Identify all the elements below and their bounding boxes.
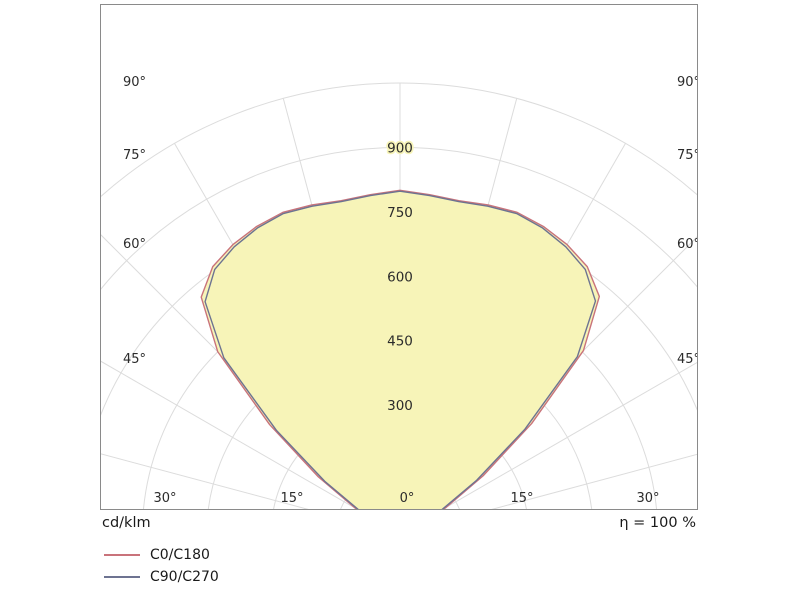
radial-tick-600: 600 <box>387 269 413 285</box>
svg-text:600: 600 <box>387 269 413 285</box>
angle-tick-bottom-0: 30° <box>153 491 176 506</box>
angle-axis-labels: 30° 15° 0° 15° 30° 90° 75° 60° 45° 90° 75° 60° 45° <box>123 75 698 506</box>
legend-swatch-c0-c180 <box>104 554 140 556</box>
angle-tick-right-1: 75° <box>677 148 698 163</box>
legend-item-c90-c270: C90/C270 <box>104 566 404 588</box>
angle-tick-bottom-4: 30° <box>636 491 659 506</box>
legend-item-c0-c180: C0/C180 <box>104 544 404 566</box>
svg-text:450: 450 <box>387 334 413 350</box>
svg-text:750: 750 <box>387 205 413 221</box>
angle-tick-left-1: 75° <box>123 148 146 163</box>
angle-tick-right-3: 45° <box>677 352 698 367</box>
angle-tick-bottom-1: 15° <box>280 491 303 506</box>
angle-tick-left-0: 90° <box>123 75 146 90</box>
radial-tick-450: 450 <box>387 334 413 350</box>
efficiency-label: η = 100 % <box>619 515 696 531</box>
plot-frame: 300 300 450 450 600 600 750 750 900 900 30° 15° 0° 1… <box>100 4 698 510</box>
svg-text:300: 300 <box>387 398 413 414</box>
angle-tick-left-2: 60° <box>123 237 146 252</box>
legend-swatch-c90-c270 <box>104 576 140 578</box>
radial-tick-300: 300 <box>387 398 413 414</box>
footer-row: cd/klm η = 100 % <box>100 512 698 538</box>
angle-tick-right-0: 90° <box>677 75 698 90</box>
legend-label-c0-c180: C0/C180 <box>150 547 210 563</box>
svg-text:900: 900 <box>387 140 413 156</box>
legend-label-c90-c270: C90/C270 <box>150 569 219 585</box>
angle-tick-left-3: 45° <box>123 352 146 367</box>
distribution-fill <box>201 190 600 509</box>
unit-label: cd/klm <box>102 515 151 531</box>
chart-legend: C0/C180 C90/C270 <box>104 544 404 588</box>
angle-tick-bottom-3: 15° <box>510 491 533 506</box>
angle-tick-bottom-2: 0° <box>400 491 415 506</box>
angle-tick-right-2: 60° <box>677 237 698 252</box>
radial-tick-900: 900 <box>387 140 413 156</box>
distribution-curves <box>200 189 601 509</box>
radial-tick-750: 750 <box>387 205 413 221</box>
